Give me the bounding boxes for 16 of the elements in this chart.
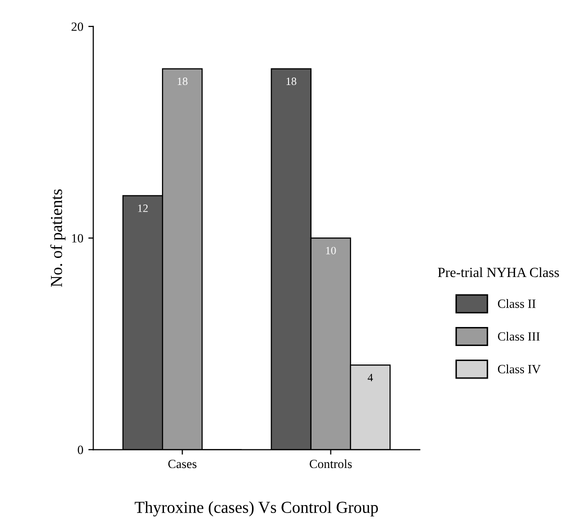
data-label: 18 bbox=[178, 78, 188, 86]
y-tick-label: 10 bbox=[72, 234, 84, 243]
legend-label: Class IV bbox=[498, 364, 541, 374]
legend-label: Class II bbox=[498, 299, 536, 308]
data-label: 12 bbox=[138, 204, 148, 212]
legend-label: Class III bbox=[498, 332, 540, 341]
x-axis-title: Thyroxine (cases) Vs Control Group bbox=[134, 501, 378, 516]
legend-title: Pre-trial NYHA Class bbox=[438, 267, 559, 278]
y-tick-label: 0 bbox=[78, 446, 84, 454]
y-axis-title: No. of patients bbox=[50, 189, 66, 287]
x-tick-label: Cases bbox=[168, 460, 196, 468]
data-label: 4 bbox=[368, 374, 373, 382]
x-tick-label: Controls bbox=[310, 459, 352, 468]
data-label: 10 bbox=[326, 246, 336, 254]
data-label: 18 bbox=[286, 78, 296, 86]
y-tick-label: 20 bbox=[72, 22, 84, 31]
